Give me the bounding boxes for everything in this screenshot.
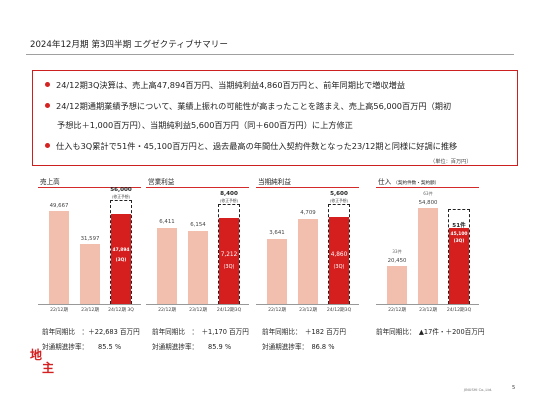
sales-panel-title: 売上高	[40, 178, 60, 186]
net-income-bar-2212	[267, 239, 287, 304]
summary-bullet-2: 24/12期通期業績予想について、業績上振れの可能性が高まったことを踏まえ、売上…	[45, 100, 451, 113]
op-income-xlabel-2212: 22/12期	[158, 308, 176, 313]
net-income-panel-title: 当期純利益	[258, 178, 291, 186]
op-income-bar-2412-label: 7,212	[220, 252, 238, 258]
x-axis	[38, 304, 141, 305]
sales-plan-value: 56,000	[110, 187, 132, 193]
sales-bar-2312	[80, 244, 100, 304]
purchases-xlabel-2212: 22/12期	[388, 308, 406, 313]
panel-title-rule	[376, 187, 479, 188]
purchases-bar-2412-label: 45,100	[450, 232, 468, 237]
net-income-value-2212: 3,641	[269, 230, 285, 236]
page-title: 2024年12月期 第3四半期 エグゼクティブサマリー	[30, 40, 228, 50]
summary-bullet-2-continued: 予想比＋1,000百万円）、当期純利益5,600百万円（同＋600百万円）に上方…	[57, 120, 353, 130]
purchases-bar-2412-3q: 45,100 (3Q)	[449, 228, 469, 304]
panel-title-rule	[146, 187, 249, 188]
net-income-panel: 当期純利益 3,641 4,709 5,600 (修正予想) 4,860 (3Q…	[256, 176, 359, 318]
sales-yoy: 前年同期比 ：＋22,683 百万円	[42, 328, 140, 336]
net-income-xlabel-2412: 24/12期3Q	[326, 308, 352, 313]
net-income-progress: 対通期進捗率： 86.8 %	[262, 343, 335, 351]
op-income-bar-2212	[157, 228, 177, 304]
panel-title-rule	[38, 187, 141, 188]
bullet-dot-icon	[45, 103, 50, 108]
sales-bar-2412-note: (3Q)	[115, 258, 127, 263]
op-income-value-2212: 6,411	[159, 219, 175, 225]
net-income-plan-box	[328, 204, 350, 304]
sales-xlabel-2412: 24/12期 3Q	[108, 308, 134, 313]
bullet-dot-icon	[45, 143, 50, 148]
x-axis	[146, 304, 249, 305]
net-income-value-2312: 4,709	[300, 210, 316, 216]
bullet-dot-icon	[45, 82, 50, 87]
op-income-bar-2312	[188, 231, 208, 304]
sales-progress: 対通期進捗率： 85.5 %	[42, 343, 122, 351]
sales-panel: 売上高 49,667 31,597 56,000 (修正予想) 47,894 (…	[38, 176, 141, 318]
sales-value-2312: 31,597	[80, 236, 100, 242]
sales-bar-2412-label: 47,894	[112, 248, 130, 253]
purchases-value-2212: 20,450	[387, 258, 407, 264]
purchases-panel-title: 仕入 （契約件数・契約額）	[378, 178, 440, 186]
x-axis	[376, 304, 479, 305]
purchases-xlabel-2312: 23/12期	[419, 308, 437, 313]
op-income-xlabel-2312: 23/12期	[189, 308, 207, 313]
purchases-count-2212: 33件	[392, 249, 402, 254]
company-name: JINUSHI Co.,Ltd.	[464, 388, 493, 392]
sales-bar-2212	[49, 211, 69, 304]
title-divider	[26, 54, 514, 55]
purchases-highlight-box	[448, 209, 470, 304]
summary-box: 24/12期3Q決算は、売上高47,894百万円、当期純利益4,860百万円と、…	[32, 70, 518, 166]
op-income-plan-box	[218, 204, 240, 304]
net-income-bar-2412-note: (3Q)	[333, 264, 345, 270]
panel-title-rule	[256, 187, 359, 188]
summary-bullet-3: 仕入も3Q累計で51件・45,100百万円と、過去最高の年間仕入契約件数となった…	[45, 140, 457, 153]
unit-note: （単位：百万円）	[430, 159, 472, 165]
net-income-yoy: 前年同期比： ＋182 百万円	[262, 328, 346, 336]
op-income-yoy: 前年同期比 ： ＋1,170 百万円	[152, 328, 249, 336]
purchases-yoy: 前年同期比： ▲17件・＋200百万円	[376, 328, 485, 336]
net-income-bar-2412-label: 4,860	[330, 252, 348, 258]
sales-plan-note: (修正予想)	[111, 194, 131, 199]
net-income-bar-2312	[298, 219, 318, 304]
net-income-plan-value: 5,600	[330, 191, 348, 197]
op-income-progress: 対通期進捗率： 85.9 %	[152, 343, 232, 351]
purchases-count-2412: 51件	[452, 223, 466, 229]
net-income-plan-note: (修正予想)	[329, 198, 349, 203]
purchases-bar-2212	[387, 266, 407, 304]
op-income-bar-2412-3q: 7,212 (3Q)	[219, 218, 239, 304]
net-income-xlabel-2212: 22/12期	[268, 308, 286, 313]
page-number: 5	[512, 385, 516, 391]
op-income-panel-title: 営業利益	[148, 178, 175, 186]
sales-plan-box	[110, 200, 132, 304]
purchases-panel: 仕入 （契約件数・契約額） 33件 20,450 63件 54,800 51件 …	[376, 176, 479, 318]
x-axis	[256, 304, 359, 305]
sales-xlabel-2312: 23/12期	[81, 308, 99, 313]
sales-value-2212: 49,667	[49, 203, 69, 209]
op-income-panel: 営業利益 6,411 6,154 8,400 (修正予想) 7,212 (3Q)…	[146, 176, 249, 318]
summary-bullet-1: 24/12期3Q決算は、売上高47,894百万円、当期純利益4,860百万円と、…	[45, 79, 405, 92]
company-logo: 地 主	[30, 348, 55, 375]
purchases-count-2312: 63件	[423, 191, 433, 196]
net-income-xlabel-2312: 23/12期	[299, 308, 317, 313]
purchases-value-2312: 54,800	[418, 200, 438, 206]
op-income-xlabel-2412: 24/12期3Q	[216, 308, 242, 313]
net-income-bar-2412-3q: 4,860 (3Q)	[329, 217, 349, 304]
op-income-plan-value: 8,400	[220, 191, 238, 197]
purchases-xlabel-2412: 24/12期3Q	[446, 308, 472, 313]
purchases-bar-2312	[418, 208, 438, 304]
sales-bar-2412-3q: 47,894 (3Q)	[111, 214, 131, 304]
op-income-bar-2412-note: (3Q)	[223, 264, 235, 270]
purchases-bar-2412-note: (3Q)	[453, 239, 465, 244]
op-income-value-2312: 6,154	[190, 222, 206, 228]
op-income-plan-note: (修正予想)	[219, 198, 239, 203]
sales-xlabel-2212: 22/12期	[50, 308, 68, 313]
